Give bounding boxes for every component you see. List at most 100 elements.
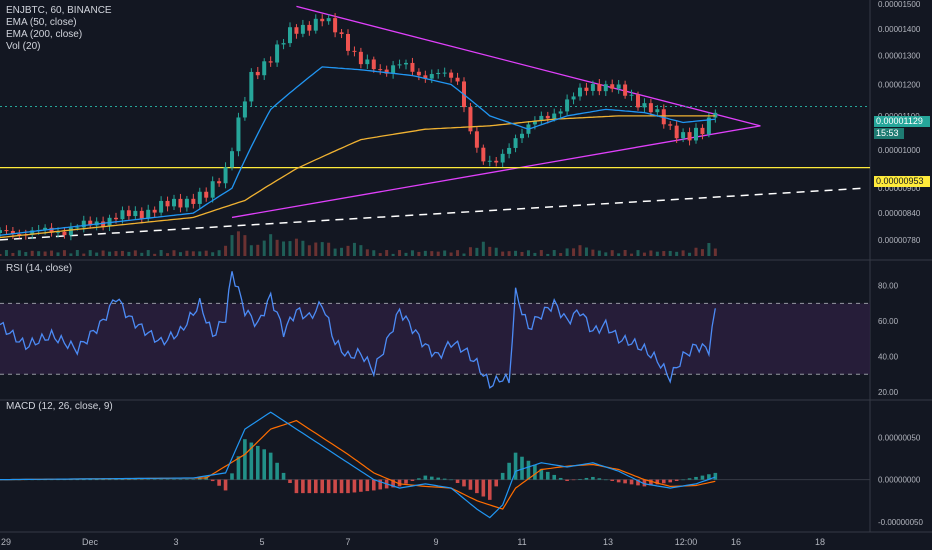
macd-histogram-bar [62,479,67,481]
volume-label[interactable]: Vol (20) [6,41,41,52]
candle-body [500,153,505,163]
macd-histogram-bar [281,472,286,480]
macd-histogram-bar [339,479,344,494]
candle-body [436,72,441,75]
candle-body [565,99,570,112]
candle-body [191,198,196,204]
volume-bar [410,250,414,256]
macd-histogram-bar [268,452,273,480]
macd-histogram-bar [172,479,176,480]
volume-bar [346,245,350,256]
volume-bar [133,250,137,256]
price-tick-label: 0.00001500 [878,0,921,9]
macd-histogram-bar [591,476,595,480]
macd-histogram-bar [455,479,460,484]
volume-bar [649,250,653,256]
rsi-band-fill [0,303,870,375]
volume-bar [146,250,150,256]
volume-bar [636,250,640,256]
volume-bar [372,250,376,256]
volume-bar [507,251,511,256]
macd-histogram-bar [307,479,312,494]
ema200-label[interactable]: EMA (200, close) [6,29,83,40]
support-price-tag: 0.00000953 [874,176,930,187]
candle-body [391,65,396,74]
volume-bar [11,252,15,256]
volume-bar [578,245,582,256]
macd-histogram-bar [681,479,685,481]
macd-histogram-bar [313,479,318,494]
candle-body [487,160,492,162]
candle-body [236,117,241,152]
candle-body [423,75,428,79]
dashed-trend-line [0,187,864,241]
volume-bar [700,249,704,256]
macd-histogram-bar [674,479,679,481]
volume-bar [75,250,79,256]
rsi-tick-label: 40.00 [878,353,899,362]
macd-histogram-bar [127,479,131,481]
macd-histogram-bar [616,479,621,483]
rsi-label[interactable]: RSI (14, close) [6,263,73,274]
volume-bar [43,251,47,256]
candle-body [43,227,48,231]
volume-bar [668,250,672,256]
volume-bar [166,253,170,256]
candle-body [49,227,54,233]
macd-histogram-bar [371,479,376,491]
volume-bar [365,249,369,256]
candle-body [681,132,686,139]
candle-body [249,71,254,102]
volume-bar [520,251,524,256]
volume-bar [243,235,247,256]
macd-histogram-bar [301,479,305,494]
volume-bar [604,252,608,256]
candle-body [255,71,260,76]
macd-histogram-bar [623,479,627,484]
candle-body [210,181,215,198]
macd-histogram-bar [713,472,718,480]
volume-bar [610,250,614,256]
macd-histogram-bar [410,479,415,481]
volume-bar [294,238,298,256]
volume-bar [224,245,228,256]
macd-histogram-bar [230,473,234,480]
candle-body [616,84,621,89]
macd-histogram-bar [545,471,550,480]
macd-histogram-bar [397,479,402,487]
candle-body [62,231,67,236]
macd-label[interactable]: MACD (12, 26, close, 9) [6,401,113,412]
candle-body [230,151,234,168]
time-tick-label: 3 [173,537,178,547]
volume-bar [108,251,112,256]
volume-bar [565,248,569,256]
symbol-label[interactable]: ENJBTC, 60, BINANCE [6,5,112,16]
volume-bar [17,250,21,256]
volume-bar [391,253,395,256]
macd-histogram-bar [152,479,157,481]
volume-bar [642,252,646,256]
candle-body [346,33,350,51]
ema50-label[interactable]: EMA (50, close) [6,17,77,28]
candle-body [603,84,608,92]
volume-bar [655,251,659,256]
time-tick-label: 29 [1,537,11,547]
macd-histogram-bar [114,479,118,481]
volume-bar [539,250,543,256]
macd-histogram-bar [191,479,196,480]
macd-histogram-bar [468,479,473,490]
volume-bar [430,251,434,256]
macd-tick-label: -0.00000050 [878,518,923,527]
macd-histogram-bar [513,452,518,480]
time-tick-label: 5 [259,537,264,547]
volume-bar [623,250,627,256]
volume-bar [159,250,163,256]
macd-histogram-bar [687,478,692,480]
candle-body [468,107,473,132]
volume-bar [269,234,273,256]
candle-body [507,147,512,154]
price-tick-label: 0.00000840 [878,209,921,218]
macd-histogram-bar [558,477,563,480]
candle-body [584,87,589,91]
